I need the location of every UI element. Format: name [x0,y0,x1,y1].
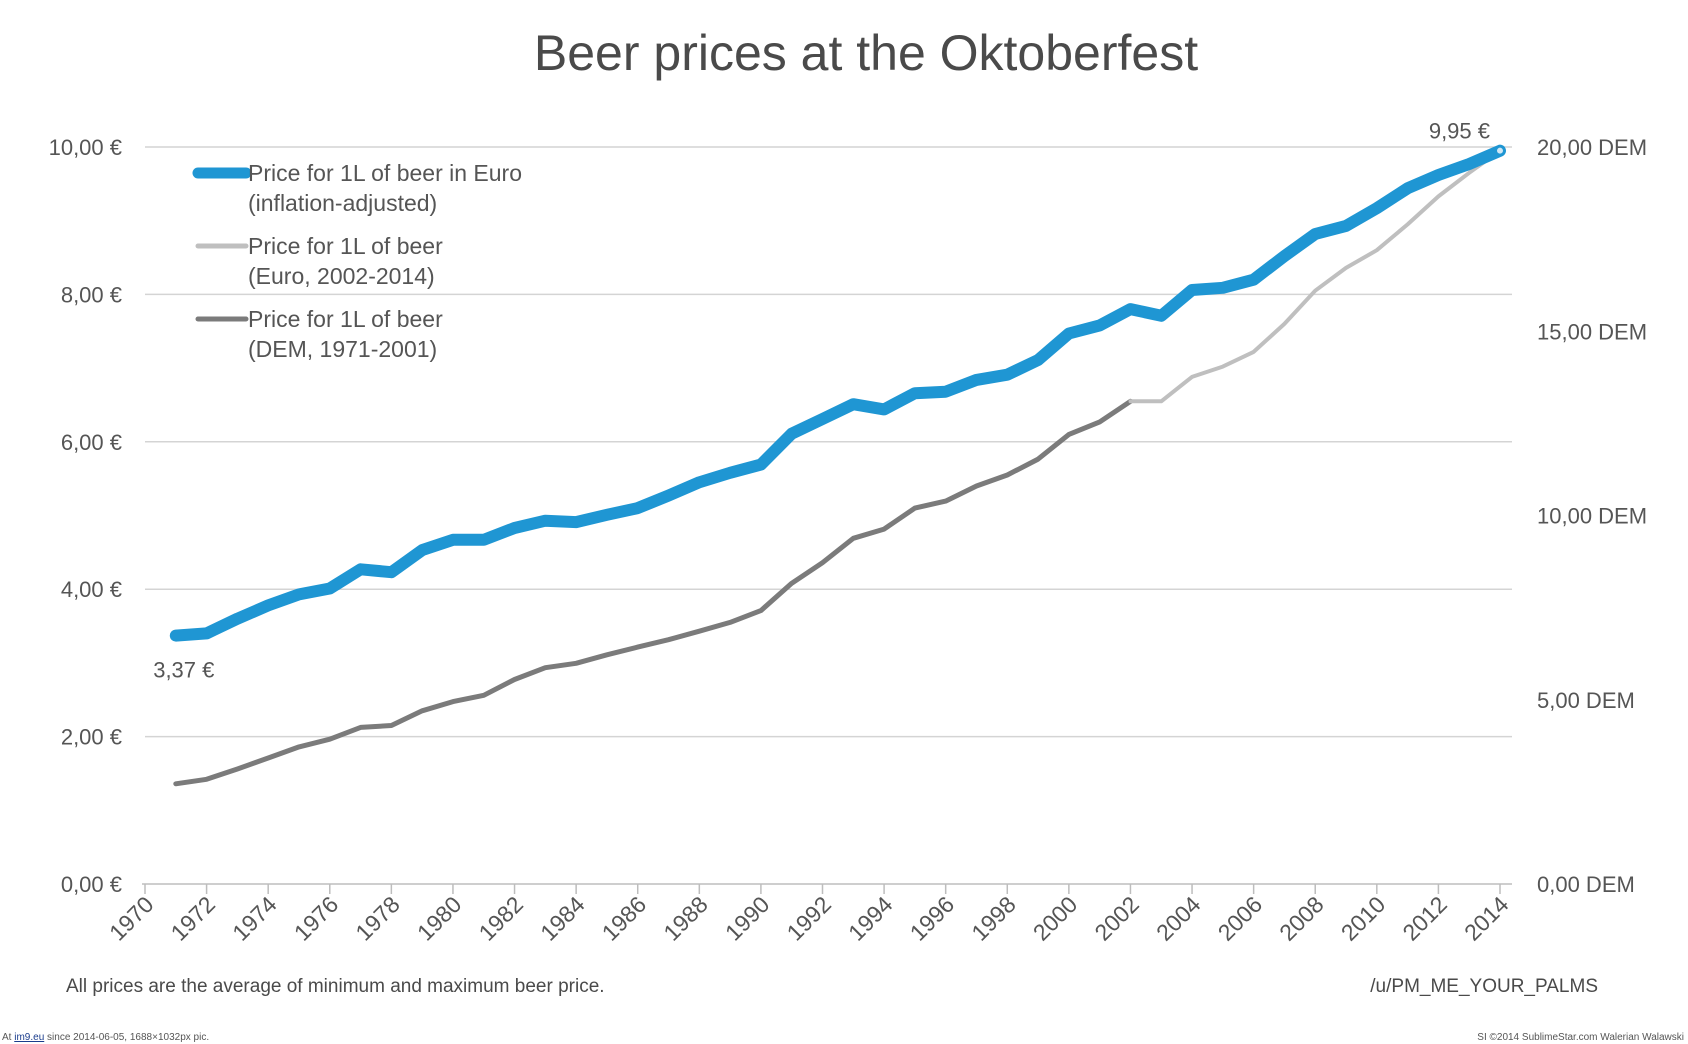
y-right-tick-label: 0,00 DEM [1537,872,1635,897]
legend-label: Price for 1L of beer in Euro [248,160,522,186]
y-right-tick-label: 20,00 DEM [1537,135,1647,160]
y-left-tick-label: 8,00 € [61,282,122,307]
series-line [169,144,1506,642]
y-right-tick-label: 15,00 DEM [1537,319,1647,344]
watermark-right: SI ©2014 SublimeStar.com Walerian Walaws… [1477,1032,1684,1043]
x-tick-label: 1976 [289,891,344,946]
x-tick-label: 1972 [166,891,221,946]
credit: /u/PM_ME_YOUR_PALMS [1370,976,1598,997]
y-left-tick-label: 4,00 € [61,577,122,602]
series-endpoint [1495,145,1505,156]
watermark-left: At im9.eu since 2014-06-05, 1688×1032px … [2,1032,209,1043]
y-left-tick-label: 2,00 € [61,725,122,750]
data-label: 9,95 € [1429,119,1490,144]
legend-label: (Euro, 2002-2014) [248,263,435,289]
x-tick-label: 1974 [227,891,282,946]
x-tick-label: 1992 [781,891,836,946]
y-left-tick-label: 0,00 € [61,872,122,897]
x-tick-label: 1996 [905,891,960,946]
series-line [1128,148,1502,404]
data-label: 3,37 € [153,658,214,683]
annotations: 3,37 € 9,95 € [153,119,1490,683]
x-tick-label: 2012 [1397,891,1452,946]
x-tick-label: 2008 [1274,891,1329,946]
legend: Price for 1L of beer in Euro (inflation-a… [192,160,522,362]
x-tick-label: 2006 [1213,891,1268,946]
watermark-site-link[interactable]: im9.eu [14,1032,45,1043]
legend-label: Price for 1L of beer [248,233,443,259]
x-tick-label: 2004 [1151,891,1206,946]
x-tick-label: 2014 [1459,891,1514,946]
series-line [173,398,1133,787]
x-tick-label: 1990 [720,891,775,946]
x-tick-label: 1998 [966,891,1021,946]
legend-label: (inflation-adjusted) [248,190,437,216]
x-tick-label: 1986 [597,891,652,946]
x-tick-label: 1988 [658,891,713,946]
x-tick-label: 2000 [1028,891,1083,946]
watermark-prefix: At [2,1032,12,1043]
x-tick-label: 1984 [535,891,590,946]
y-right-tick-label: 5,00 DEM [1537,688,1635,713]
grid [145,146,1512,738]
x-tick-label: 1982 [474,891,529,946]
footnote: All prices are the average of minimum an… [66,976,605,997]
legend-label: Price for 1L of beer [248,306,443,332]
y-right-tick-label: 10,00 DEM [1537,504,1647,529]
x-tick-label: 1980 [412,891,467,946]
y-left-tick-label: 10,00 € [49,135,122,160]
y-left-tick-label: 6,00 € [61,430,122,455]
chart-title: Beer prices at the Oktoberfest [534,25,1198,81]
x-tick-label: 1970 [104,891,159,946]
x-tick-label: 1994 [843,891,898,946]
series-layer [169,144,1506,787]
x-tick-label: 2002 [1089,891,1144,946]
watermark-rest: since 2014-06-05, 1688×1032px pic. [47,1032,210,1043]
x-tick-label: 2010 [1336,891,1391,946]
x-tick-label: 1978 [350,891,405,946]
legend-label: (DEM, 1971-2001) [248,336,437,362]
